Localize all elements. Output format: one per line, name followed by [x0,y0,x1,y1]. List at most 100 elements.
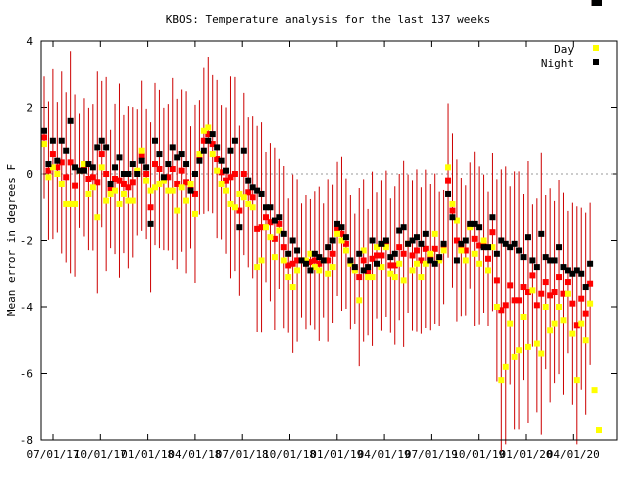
night-point [374,260,380,267]
combined-point [156,166,163,173]
night-point [183,161,190,168]
day-point [116,200,123,207]
night-point [360,267,367,274]
night-point [209,131,216,138]
night-point [285,250,292,257]
day-point [174,207,181,214]
combined-point [378,252,385,259]
night-point [458,240,465,247]
night-point [276,214,283,221]
combined-point [427,254,434,261]
combined-point [240,171,247,177]
day-point [480,237,487,244]
day-point [538,350,545,357]
combined-point [538,290,545,297]
combined-point [418,257,425,264]
night-point [205,137,212,144]
day-point [462,257,469,264]
day-point [311,264,318,271]
day-point [49,164,56,171]
combined-point [489,229,496,236]
day-point [214,167,221,174]
day-point [378,264,385,271]
day-point [440,247,447,254]
night-point [214,144,221,151]
night-point [169,144,176,151]
combined-point [374,252,380,259]
night-point [289,237,296,244]
day-point [365,274,372,281]
day-point [422,260,429,267]
combined-point [165,174,172,181]
y-tick-label: -2 [20,235,33,248]
day-point [54,171,61,177]
day-point [542,304,549,310]
day-point [360,247,367,254]
combined-point [271,235,278,242]
night-point [462,237,469,244]
combined-point [67,159,74,166]
combined-point [125,184,132,191]
day-point [382,244,389,251]
x-tick-label: 04/01/20 [547,448,600,461]
combined-point [267,219,274,226]
night-point [143,164,150,171]
combined-point [560,290,567,297]
night-point [94,144,101,151]
day-point [223,187,230,194]
combined-point [511,297,518,304]
day-point [89,184,96,191]
combined-point [107,185,114,192]
combined-point [529,272,536,279]
night-point [427,257,434,264]
combined-point [41,134,47,141]
night-point [267,204,274,211]
x-tick-label: 10/01/17 [74,448,127,461]
night-point [67,117,74,124]
night-point [520,254,527,261]
day-point [493,304,500,310]
day-point [560,317,567,324]
day-point [103,197,110,204]
combined-point [578,295,585,302]
night-point [187,187,194,194]
combined-point [49,151,56,158]
y-tick-label: -4 [20,301,34,314]
day-point [58,180,65,187]
day-point [564,290,571,297]
combined-point [329,250,336,257]
night-point [271,217,278,224]
combined-point [196,154,203,161]
night-point [112,164,119,171]
night-point [320,257,327,264]
combined-point [325,257,332,264]
day-point [489,244,496,251]
night-point [307,267,314,274]
legend-swatch-night [593,59,599,65]
night-point [191,171,198,177]
night-point [378,240,385,247]
day-point [41,141,47,148]
combined-point [103,171,110,177]
day-point [240,194,247,201]
plot-border [40,40,618,441]
day-point [254,264,261,271]
day-point [271,254,278,261]
night-point [369,237,376,244]
day-point [458,247,465,254]
x-tick-label: 10/01/18 [263,448,316,461]
combined-point [129,179,136,186]
day-point [200,127,207,134]
day-point [471,250,478,257]
night-point [227,147,234,154]
combined-point [338,230,345,237]
day-point [72,200,79,207]
night-point [436,254,443,261]
day-point [156,180,163,187]
day-point [511,353,518,360]
night-point [223,167,230,174]
combined-point [311,257,318,264]
day-point [302,257,309,264]
night-point [564,267,571,274]
